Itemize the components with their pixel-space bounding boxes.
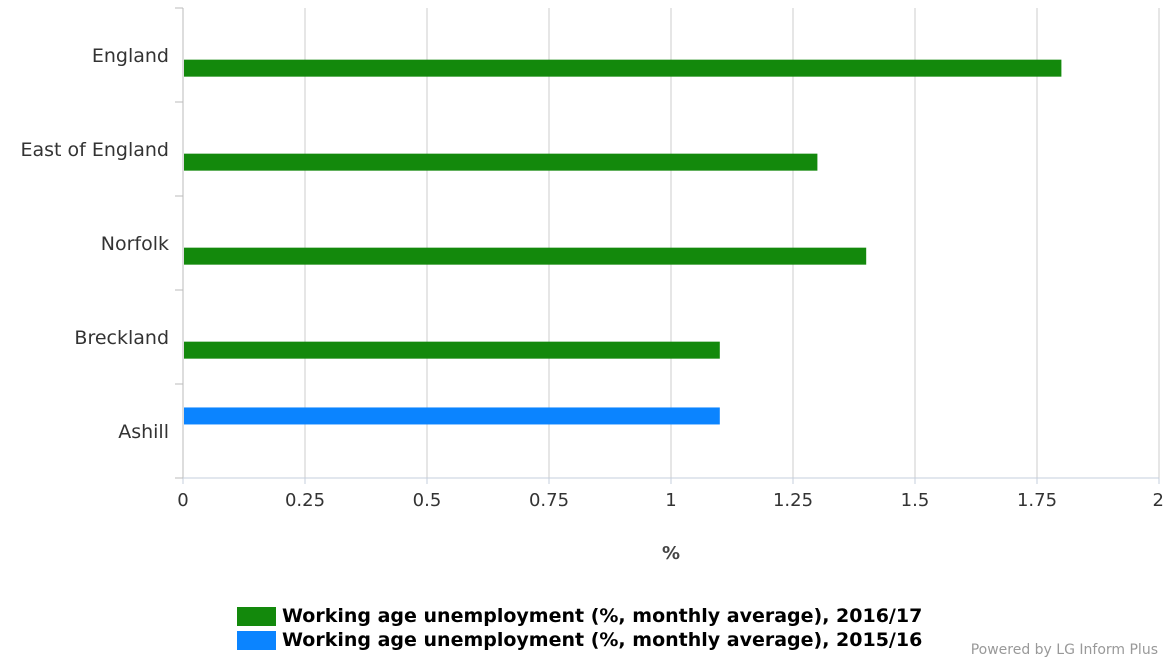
legend-label-2016-17: Working age unemployment (%, monthly ave… — [282, 605, 923, 627]
legend: Working age unemployment (%, monthly ave… — [237, 604, 922, 652]
x-tick-label: 0.75 — [529, 490, 569, 511]
category-label: Norfolk — [101, 233, 169, 255]
x-tick-label: 1 — [665, 490, 676, 511]
bars — [184, 59, 1062, 425]
x-tick-labels: 0 0.25 0.5 0.75 1 1.25 1.5 1.75 2 — [177, 490, 1164, 511]
bar[interactable] — [184, 247, 867, 265]
legend-item-2015-16[interactable]: Working age unemployment (%, monthly ave… — [237, 628, 922, 652]
x-tick-label: 1.5 — [901, 490, 930, 511]
legend-swatch-2015-16 — [237, 630, 276, 650]
x-tick-label: 1.25 — [773, 490, 813, 511]
category-label: East of England — [20, 139, 169, 161]
legend-swatch-2016-17 — [237, 606, 276, 626]
bar[interactable] — [184, 59, 1062, 77]
x-tick-label: 0.25 — [285, 490, 325, 511]
legend-label-2015-16: Working age unemployment (%, monthly ave… — [282, 629, 923, 651]
bar[interactable] — [184, 341, 720, 359]
x-tick-label: 1.75 — [1017, 490, 1057, 511]
x-tick-label: 0.5 — [413, 490, 442, 511]
category-labels: England East of England Norfolk Breckland As… — [20, 45, 169, 443]
bar[interactable] — [184, 407, 720, 425]
gridlines — [182, 8, 1160, 484]
legend-item-2016-17[interactable]: Working age unemployment (%, monthly ave… — [237, 604, 922, 628]
bar[interactable] — [184, 153, 818, 171]
category-label: Breckland — [74, 327, 169, 349]
x-axis-title: % — [662, 543, 680, 564]
category-label: England — [92, 45, 169, 67]
powered-by-credit[interactable]: Powered by LG Inform Plus — [970, 642, 1158, 658]
x-tick-label: 2 — [1153, 490, 1164, 511]
x-tick-label: 0 — [177, 490, 188, 511]
axes — [182, 8, 1159, 479]
category-ticks — [175, 7, 183, 479]
category-label: Ashill — [118, 421, 169, 443]
bar-chart: England East of England Norfolk Breckland As… — [20, 7, 1164, 564]
